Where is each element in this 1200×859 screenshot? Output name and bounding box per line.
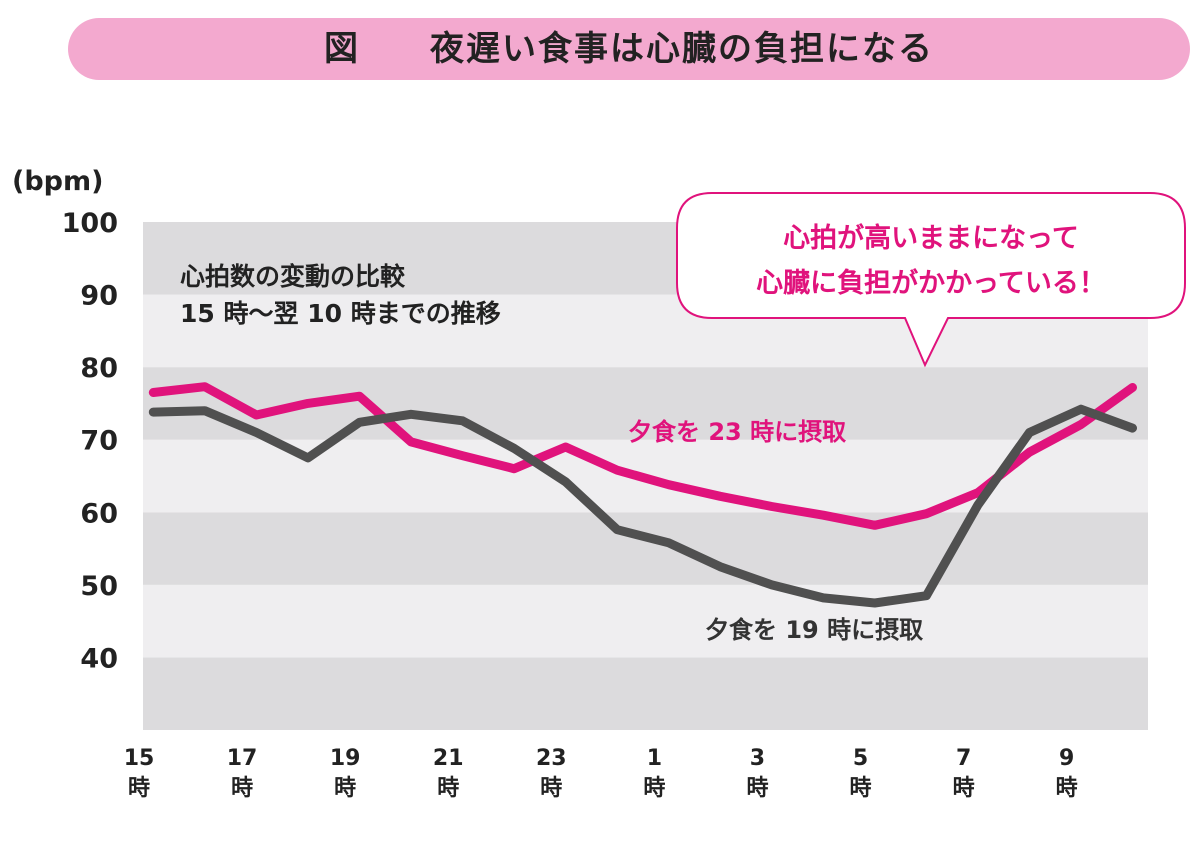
figure-label: 図 (324, 29, 360, 69)
x-tick-label: 3 (750, 746, 765, 771)
data-point (152, 411, 154, 413)
data-point (255, 414, 257, 416)
data-point (925, 513, 927, 515)
series-line-early-dinner (148, 404, 1137, 608)
data-point (668, 484, 670, 486)
x-tick-unit: 時 (334, 776, 356, 801)
data-point (358, 395, 360, 397)
chart-title: 図 夜遅い食事は心臓の負担になる (68, 18, 1190, 80)
data-point (719, 566, 721, 568)
x-tick-label: 7 (956, 746, 971, 771)
x-tick-unit: 時 (540, 776, 562, 801)
x-tick-unit: 時 (746, 776, 768, 801)
x-tick-unit: 時 (128, 776, 150, 801)
y-tick-label: 80 (80, 353, 118, 384)
callout-text-line1: 心拍が高いままになって (783, 222, 1079, 254)
data-point (565, 481, 567, 483)
x-tick-unit: 時 (850, 776, 872, 801)
data-point (1080, 408, 1082, 410)
y-tick-label: 100 (62, 208, 118, 239)
y-tick-label: 40 (80, 643, 118, 674)
data-point (616, 469, 618, 471)
data-point (410, 441, 412, 443)
data-point (513, 468, 515, 470)
chart-annotation-line1: 心拍数の変動の比較 (180, 262, 406, 291)
data-point (204, 386, 206, 388)
x-tick-unit: 時 (1056, 776, 1078, 801)
data-point (925, 595, 927, 597)
y-tick-label: 50 (80, 571, 118, 602)
series-label-late-dinner: 夕食を 23 時に摂取 (628, 418, 846, 446)
callout-text-line2: 心臓に負担がかかっている！ (756, 267, 1106, 299)
title-banner: 図 夜遅い食事は心臓の負担になる (68, 18, 1190, 80)
grid-band (143, 657, 1148, 730)
data-point (771, 505, 773, 507)
x-tick-unit: 時 (953, 776, 975, 801)
data-point (462, 455, 464, 457)
grid-band (143, 584, 1148, 658)
x-tick-unit: 時 (231, 776, 253, 801)
y-tick-label: 90 (80, 281, 118, 312)
data-point (358, 421, 360, 423)
data-point (152, 392, 154, 394)
data-point (822, 597, 824, 599)
x-tick-unit: 時 (643, 776, 665, 801)
data-point (719, 495, 721, 497)
data-point (1028, 451, 1030, 453)
data-point (565, 446, 567, 448)
data-point (1080, 423, 1082, 425)
data-point (874, 524, 876, 526)
data-point (616, 529, 618, 531)
chart-annotation-line2: 15 時～翌 10 時までの推移 (180, 299, 501, 328)
x-tick-label: 1 (647, 746, 662, 771)
data-point (307, 457, 309, 459)
data-point (462, 420, 464, 422)
data-point (513, 447, 515, 449)
series-line-late-dinner (148, 382, 1137, 530)
data-point (1028, 431, 1030, 433)
data-point (255, 431, 257, 433)
y-axis-unit: (bpm) (12, 166, 103, 197)
x-tick-label: 5 (853, 746, 868, 771)
figure-title-text: 夜遅い食事は心臓の負担になる (430, 29, 934, 69)
data-point (307, 402, 309, 404)
x-tick-label: 19 (330, 746, 361, 771)
data-point (668, 542, 670, 544)
data-point (1132, 427, 1134, 429)
data-point (410, 413, 412, 415)
x-tick-label: 23 (536, 746, 567, 771)
x-tick-label: 21 (433, 746, 464, 771)
x-tick-label: 17 (227, 746, 258, 771)
callout-bubble (676, 192, 1186, 368)
data-point (1132, 386, 1134, 388)
data-point (204, 410, 206, 412)
data-point (771, 584, 773, 586)
data-point (977, 504, 979, 506)
data-point (822, 514, 824, 516)
y-tick-label: 70 (80, 426, 118, 457)
x-tick-unit: 時 (437, 776, 459, 801)
data-point (977, 492, 979, 494)
y-tick-label: 60 (80, 498, 118, 529)
x-tick-label: 9 (1059, 746, 1074, 771)
series-label-early-dinner: 夕食を 19 時に摂取 (705, 616, 923, 644)
x-tick-label: 15 (124, 746, 155, 771)
grid-band (143, 512, 1148, 585)
data-point (874, 602, 876, 604)
